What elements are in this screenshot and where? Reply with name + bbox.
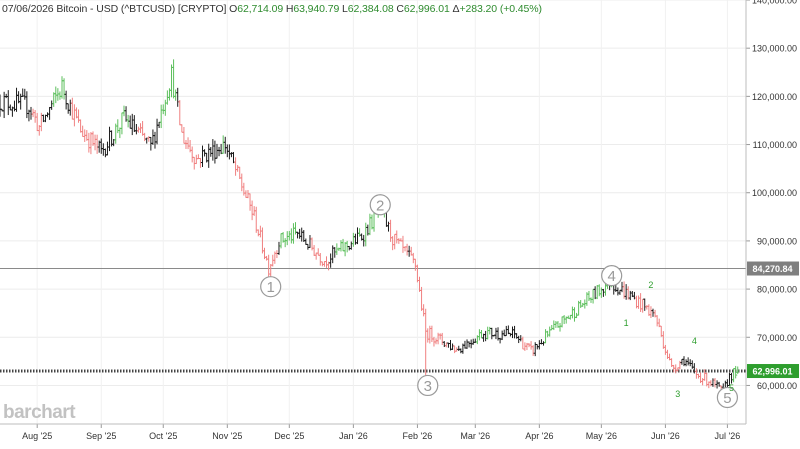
x-tick-label: Sep '25 bbox=[86, 431, 116, 441]
x-tick-label: Feb '26 bbox=[403, 431, 433, 441]
change-value: +283.20 (+0.45%) bbox=[459, 3, 542, 15]
wave-circle bbox=[601, 265, 623, 287]
y-tick-label: 90,000.00 bbox=[757, 236, 797, 246]
wave-circle bbox=[260, 276, 282, 298]
barchart-logo: barchart bbox=[3, 402, 76, 423]
y-tick-label: 100,000.00 bbox=[752, 188, 797, 198]
x-tick-label: Jan '26 bbox=[339, 431, 368, 441]
x-tick-label: Apr '26 bbox=[525, 431, 553, 441]
quote-date: 07/06/2026 bbox=[2, 3, 54, 15]
sub-wave-label: 5 bbox=[729, 383, 734, 393]
wave-label: 4 bbox=[608, 268, 616, 285]
y-tick-label: 130,000.00 bbox=[752, 44, 797, 54]
sub-wave-label: 4 bbox=[692, 336, 697, 346]
x-tick-label: Oct '25 bbox=[149, 431, 177, 441]
sub-wave-label: 3 bbox=[675, 389, 680, 399]
low-value: 62,384.08 bbox=[347, 3, 394, 15]
wave-label: 2 bbox=[376, 197, 384, 214]
high-label: H bbox=[285, 3, 294, 15]
last-price-badge bbox=[747, 364, 799, 379]
level-label: 84,270.84 bbox=[752, 264, 792, 274]
high-value: 63,940.79 bbox=[293, 3, 340, 15]
y-tick-label: 60,000.00 bbox=[757, 381, 797, 391]
y-tick-label: 110,000.00 bbox=[753, 140, 797, 150]
wave-label: 5 bbox=[723, 390, 731, 407]
open-value: 62,714.09 bbox=[237, 3, 284, 15]
wave-circle bbox=[369, 194, 391, 216]
wave-label-layer: 1 2 3 4 5 1 2 3 4 5 bbox=[260, 194, 739, 409]
wave-circle bbox=[716, 386, 739, 409]
x-tick-label: Nov '25 bbox=[212, 431, 242, 441]
wave-label: 1 bbox=[267, 279, 275, 296]
grid-layer bbox=[0, 0, 746, 424]
last-price-label: 62,996.01 bbox=[752, 367, 792, 377]
sub-wave-label: 1 bbox=[624, 318, 629, 328]
x-tick-label: Jun '26 bbox=[651, 431, 680, 441]
x-tick-label: Mar '26 bbox=[460, 431, 490, 441]
y-tick-label: 120,000.00 bbox=[752, 92, 797, 102]
sub-wave-label: 2 bbox=[648, 280, 653, 290]
level-badge bbox=[747, 261, 799, 276]
candle-layer bbox=[0, 59, 740, 399]
wave-circle bbox=[417, 374, 439, 397]
wave-label: 3 bbox=[424, 378, 432, 395]
x-tick-label: May '26 bbox=[586, 431, 617, 441]
quote-instrument: Bitcoin - USD (^BTCUSD) [CRYPTO] bbox=[56, 3, 227, 15]
x-tick-label: Dec '25 bbox=[274, 431, 304, 441]
x-tick-label: Aug '25 bbox=[22, 431, 52, 441]
open-label: O bbox=[229, 3, 238, 15]
change-label: Δ bbox=[452, 3, 460, 15]
y-tick-label: 70,000.00 bbox=[757, 333, 797, 343]
x-tick-label: Jul '26 bbox=[715, 431, 741, 441]
quote-header: 07/06/2026 Bitcoin - USD (^BTCUSD) [CRYP… bbox=[2, 3, 542, 15]
y-tick-label: 140,000.00 bbox=[752, 0, 797, 6]
y-tick-label: 80,000.00 bbox=[757, 285, 797, 295]
low-label: L bbox=[342, 3, 348, 15]
level-layer bbox=[0, 268, 746, 373]
close-label: C bbox=[396, 3, 404, 15]
close-value: 62,996.01 bbox=[403, 3, 450, 15]
